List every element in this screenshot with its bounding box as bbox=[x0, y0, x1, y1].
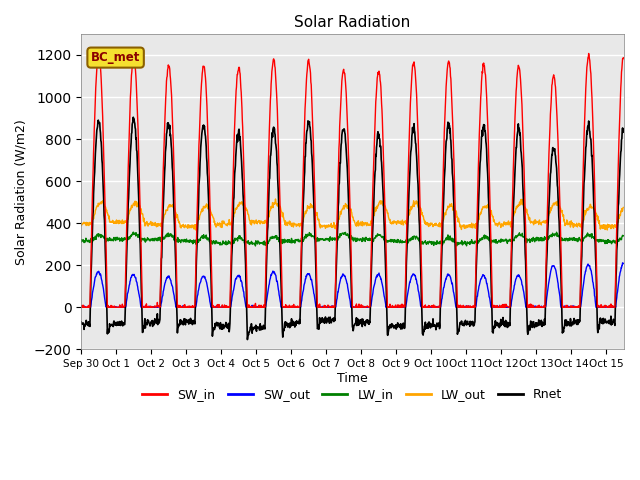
SW_in bbox=[185, 303, 193, 309]
Line: SW_out: SW_out bbox=[81, 263, 623, 307]
Rnet bbox=[284, 321, 291, 327]
LW_out bbox=[271, 196, 279, 202]
Rnet bbox=[234, 132, 242, 137]
X-axis label: Time: Time bbox=[337, 372, 368, 385]
LW_in bbox=[620, 233, 627, 239]
LW_out bbox=[185, 223, 193, 228]
SW_out bbox=[234, 273, 241, 279]
SW_out bbox=[185, 304, 193, 310]
Title: Solar Radiation: Solar Radiation bbox=[294, 15, 410, 30]
Rnet bbox=[488, 316, 496, 322]
Legend: SW_in, SW_out, LW_in, LW_out, Rnet: SW_in, SW_out, LW_in, LW_out, Rnet bbox=[138, 383, 568, 406]
LW_in bbox=[234, 235, 242, 240]
Line: LW_out: LW_out bbox=[81, 199, 623, 230]
Line: LW_in: LW_in bbox=[81, 232, 623, 246]
LW_out bbox=[620, 204, 627, 210]
LW_out bbox=[284, 223, 291, 228]
SW_in bbox=[175, 304, 182, 310]
SW_in bbox=[548, 82, 556, 88]
SW_out bbox=[283, 304, 291, 310]
LW_in bbox=[175, 238, 182, 244]
SW_in bbox=[585, 50, 593, 56]
Rnet bbox=[185, 317, 193, 323]
LW_out bbox=[548, 203, 556, 208]
Y-axis label: Solar Radiation (W/m2): Solar Radiation (W/m2) bbox=[15, 119, 28, 264]
Line: SW_in: SW_in bbox=[81, 53, 623, 307]
SW_out bbox=[175, 303, 182, 309]
LW_out bbox=[192, 227, 200, 233]
SW_in bbox=[620, 55, 627, 60]
LW_in bbox=[548, 233, 556, 239]
LW_out bbox=[488, 212, 496, 218]
SW_in bbox=[234, 68, 242, 74]
LW_in bbox=[284, 238, 291, 243]
Rnet bbox=[77, 319, 85, 325]
LW_in bbox=[77, 237, 85, 242]
Rnet bbox=[175, 322, 182, 327]
SW_in bbox=[284, 304, 291, 310]
Line: Rnet: Rnet bbox=[81, 117, 623, 339]
SW_out bbox=[488, 304, 495, 310]
SW_out bbox=[548, 265, 556, 271]
SW_in bbox=[77, 304, 85, 310]
LW_out bbox=[175, 217, 182, 223]
LW_out bbox=[234, 204, 242, 209]
Rnet bbox=[620, 127, 627, 132]
Rnet bbox=[129, 114, 137, 120]
SW_in bbox=[77, 304, 85, 310]
LW_out bbox=[77, 222, 85, 228]
SW_out bbox=[619, 260, 627, 265]
SW_out bbox=[77, 304, 85, 310]
Rnet bbox=[244, 336, 252, 342]
Text: BC_met: BC_met bbox=[91, 51, 140, 64]
SW_in bbox=[488, 272, 495, 278]
LW_in bbox=[129, 229, 137, 235]
SW_out bbox=[620, 261, 627, 266]
LW_in bbox=[252, 243, 259, 249]
LW_in bbox=[488, 238, 496, 243]
LW_in bbox=[185, 238, 193, 243]
Rnet bbox=[548, 152, 556, 158]
